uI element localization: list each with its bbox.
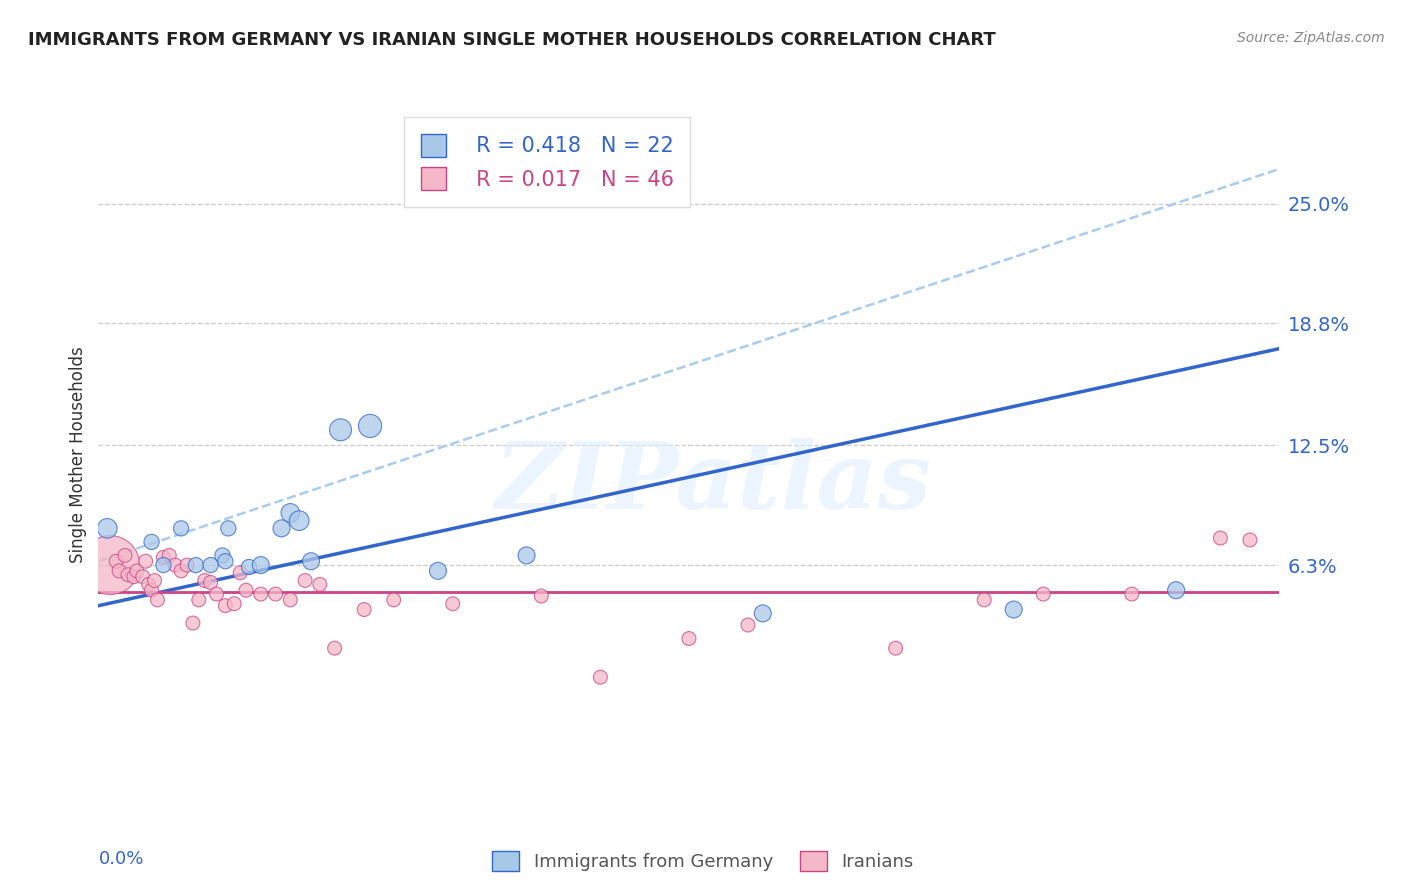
Legend:   R = 0.418   N = 22,   R = 0.017   N = 46: R = 0.418 N = 22, R = 0.017 N = 46 [404,118,690,207]
Point [157,549,180,563]
Point [114,549,136,563]
Point [299,554,322,568]
Point [214,599,236,613]
Legend: Immigrants from Germany, Iranians: Immigrants from Germany, Iranians [485,844,921,879]
Point [194,574,217,588]
Point [105,554,128,568]
Point [170,521,193,535]
Point [264,587,287,601]
Point [184,558,207,573]
Point [1166,583,1188,598]
Y-axis label: Single Mother Households: Single Mother Households [69,347,87,563]
Point [441,597,464,611]
Point [280,506,302,520]
Point [108,564,131,578]
Point [200,575,222,590]
Point [152,558,174,573]
Point [250,558,273,573]
Point [737,618,759,632]
Point [170,564,193,578]
Point [214,554,236,568]
Point [141,583,163,598]
Point [187,592,209,607]
Point [516,549,538,563]
Point [309,577,332,591]
Point [135,554,157,568]
Point [1032,587,1054,601]
Point [152,550,174,565]
Point [752,607,775,621]
Point [141,534,163,549]
Point [176,558,198,573]
Point [224,597,246,611]
Point [288,514,311,528]
Point [1002,602,1025,616]
Point [235,583,257,598]
Point [238,560,260,574]
Point [329,423,352,437]
Point [294,574,316,588]
Point [138,577,160,591]
Point [217,521,239,535]
Text: ZIPatlas: ZIPatlas [494,438,931,528]
Point [884,641,907,656]
Point [973,592,995,607]
Point [229,566,252,580]
Point [125,564,148,578]
Point [146,592,169,607]
Point [589,670,612,684]
Point [359,418,381,433]
Point [132,570,155,584]
Point [678,632,700,646]
Point [143,574,166,588]
Point [211,549,233,563]
Point [280,592,302,607]
Point [205,587,228,601]
Point [165,558,187,573]
Point [250,587,273,601]
Point [270,521,292,535]
Point [1121,587,1143,601]
Point [323,641,346,656]
Point [353,602,375,616]
Point [122,570,145,584]
Point [427,564,450,578]
Point [96,521,118,535]
Text: Source: ZipAtlas.com: Source: ZipAtlas.com [1237,31,1385,45]
Point [98,558,121,573]
Text: IMMIGRANTS FROM GERMANY VS IRANIAN SINGLE MOTHER HOUSEHOLDS CORRELATION CHART: IMMIGRANTS FROM GERMANY VS IRANIAN SINGL… [28,31,995,49]
Text: 0.0%: 0.0% [98,850,143,868]
Point [200,558,222,573]
Point [1239,533,1261,547]
Point [382,592,405,607]
Point [1209,531,1232,545]
Point [117,567,139,582]
Point [181,615,204,630]
Point [530,589,553,603]
